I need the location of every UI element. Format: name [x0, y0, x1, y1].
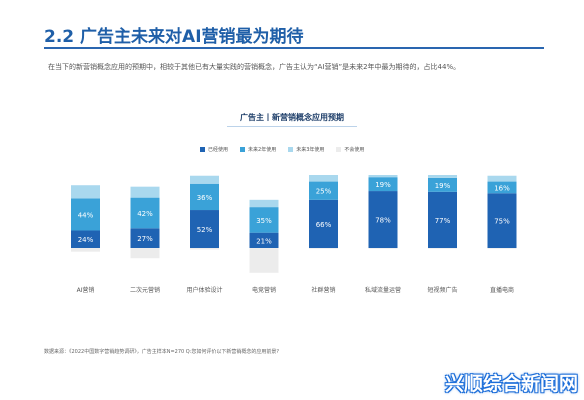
chart-title: 广告主丨新营销概念应用预期: [240, 113, 344, 122]
bar-segment-not_used-4: [309, 248, 338, 249]
data-label-used-6: 77%: [435, 217, 451, 225]
bar-segment-not_used-3: [249, 248, 279, 273]
bar-segment-used-1: [130, 228, 160, 248]
data-label-within_2y-0: 44%: [78, 211, 94, 219]
legend-label-not-used: 不会使用: [344, 147, 365, 153]
bar-segment-within_2y-6: [428, 177, 457, 192]
data-label-within_2y-1: 42%: [137, 210, 153, 218]
legend-swatch-3y: [288, 147, 294, 152]
intro-text: 在当下的新营销概念应用的预期中，相较于其他已有大量实践的营销概念，广告主认为“A…: [48, 63, 461, 71]
data-label-within_2y-4: 25%: [316, 188, 332, 196]
bar-segment-used-5: [368, 191, 398, 248]
bar-segment-used-4: [309, 199, 338, 248]
bar-segment-used-3: [249, 232, 279, 248]
bar-segment-within_3y-7: [487, 175, 517, 182]
watermark-text: 兴顺综合新闻网: [444, 373, 578, 395]
legend-label-3y: 未来3年使用: [296, 147, 325, 153]
chart-legend: 已经使用 未来2年使用 未来3年使用 不会使用: [200, 146, 364, 153]
bar-segment-within_3y-0: [71, 185, 100, 199]
bar-segment-not_used-2: [190, 248, 219, 250]
legend-label-used: 已经使用: [208, 147, 229, 153]
category-label-0: AI营销: [77, 286, 95, 294]
category-label-3: 电竞营销: [252, 286, 276, 294]
data-label-used-1: 27%: [137, 235, 153, 243]
heading-divider: [44, 47, 544, 49]
data-label-used-2: 52%: [197, 226, 213, 234]
bar-segment-within_2y-2: [190, 183, 219, 211]
category-label-1: 二次元营销: [130, 286, 160, 294]
category-label-5: 私域流量运营: [365, 286, 401, 294]
bar-segment-not_used-6: [428, 248, 457, 249]
source-note: 数据来源：《2022中国数字营销趋势调研》，广告主样本N=270 Q:您如何评价…: [44, 349, 280, 355]
legend-swatch-used: [200, 147, 205, 152]
bar-segment-within_3y-6: [428, 175, 457, 178]
bar-segment-not_used-0: [71, 248, 100, 252]
data-label-used-3: 21%: [256, 237, 272, 245]
bar-segment-within_2y-1: [130, 197, 160, 229]
bar-segment-not_used-5: [368, 248, 398, 249]
bar-segment-not_used-7: [487, 248, 517, 249]
legend-swatch-2y: [240, 147, 246, 152]
bar-segment-within_2y-0: [71, 198, 100, 231]
category-label-4: 社群营销: [311, 286, 335, 294]
bar-segment-not_used-1: [130, 248, 160, 259]
bar-segment-used-6: [428, 191, 457, 248]
bar-segment-within_2y-3: [249, 207, 279, 233]
bar-segment-within_2y-5: [368, 177, 398, 192]
bar-segment-used-7: [487, 193, 517, 248]
data-label-used-4: 66%: [316, 221, 332, 229]
bar-segment-within_3y-4: [309, 175, 338, 182]
legend-swatch-not-used: [336, 147, 342, 152]
category-label-6: 短视频广告: [427, 286, 457, 294]
bar-segment-within_3y-5: [368, 175, 398, 178]
chart-title-underline: [227, 126, 357, 127]
bar-segment-used-0: [71, 230, 100, 248]
data-label-used-5: 78%: [375, 217, 391, 225]
data-label-within_2y-5: 19%: [375, 181, 391, 189]
data-label-within_2y-3: 35%: [256, 217, 272, 225]
legend-item-3y: 未来3年使用: [288, 146, 324, 153]
bar-segment-within_3y-1: [130, 186, 160, 198]
category-label-7: 直播电商: [490, 286, 514, 294]
bar-segment-within_3y-3: [249, 199, 279, 208]
data-label-within_2y-6: 19%: [435, 182, 451, 190]
data-label-used-7: 75%: [494, 218, 510, 226]
legend-item-not-used: 不会使用: [336, 146, 364, 153]
page-heading: 2.2 广告主未来对AI营销最为期待: [44, 27, 304, 47]
legend-item-2y: 未来2年使用: [240, 146, 276, 153]
legend-label-2y: 未来2年使用: [248, 147, 277, 153]
data-label-used-0: 24%: [78, 236, 94, 244]
data-label-within_2y-7: 16%: [494, 184, 510, 192]
category-label-2: 用户体验设计: [186, 286, 222, 294]
data-label-within_2y-2: 36%: [197, 194, 213, 202]
legend-item-used: 已经使用: [200, 146, 228, 153]
bar-segment-within_3y-2: [190, 175, 219, 184]
bar-segment-used-2: [190, 210, 219, 248]
bar-segment-within_2y-7: [487, 181, 517, 194]
bar-segment-within_2y-4: [309, 181, 338, 200]
